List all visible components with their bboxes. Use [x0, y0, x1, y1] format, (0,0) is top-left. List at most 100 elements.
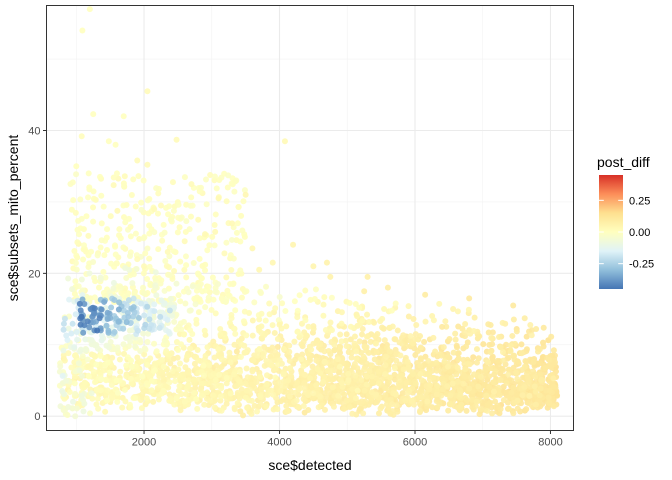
data-point	[490, 379, 497, 386]
data-point	[385, 379, 392, 386]
data-point	[94, 252, 101, 259]
data-point	[218, 295, 225, 302]
data-point	[188, 181, 195, 188]
data-point	[108, 260, 115, 267]
data-point	[132, 203, 139, 210]
data-point	[442, 318, 449, 325]
data-point	[117, 368, 124, 375]
data-point	[417, 362, 424, 369]
data-point	[291, 338, 298, 345]
data-point	[286, 342, 293, 349]
data-point	[144, 382, 151, 389]
data-point	[207, 171, 214, 178]
data-point	[204, 344, 211, 351]
data-point	[494, 357, 501, 364]
data-point	[79, 353, 86, 360]
data-point	[201, 401, 208, 408]
data-point	[280, 371, 287, 378]
data-point	[71, 373, 78, 380]
data-point	[155, 246, 162, 253]
data-point	[75, 360, 82, 367]
data-point	[141, 290, 148, 297]
data-point	[221, 250, 228, 257]
data-point	[276, 321, 283, 328]
data-point	[433, 359, 440, 366]
data-point	[432, 348, 439, 355]
data-point	[441, 358, 448, 365]
data-point	[111, 296, 118, 303]
data-point	[98, 337, 105, 344]
data-point	[65, 403, 72, 410]
data-point	[231, 188, 238, 195]
data-point	[250, 357, 257, 364]
data-point	[186, 336, 193, 343]
data-point	[229, 181, 236, 188]
data-point	[76, 367, 83, 374]
data-point	[185, 322, 192, 329]
grid-minor	[46, 5, 574, 431]
data-point	[150, 398, 157, 405]
data-point	[302, 371, 309, 378]
data-point	[377, 405, 384, 412]
data-point	[148, 387, 155, 394]
data-point	[72, 352, 79, 359]
data-point	[68, 330, 75, 337]
data-point	[164, 248, 171, 255]
data-point	[218, 385, 225, 392]
data-point	[140, 177, 147, 184]
data-point	[214, 280, 221, 287]
data-point	[65, 350, 72, 357]
data-point	[242, 380, 249, 387]
data-point	[119, 404, 126, 411]
data-point	[523, 333, 530, 340]
data-point	[122, 398, 129, 405]
data-point	[346, 404, 353, 410]
data-point	[86, 324, 93, 331]
data-point	[184, 353, 191, 360]
legend-tick-label: 0.25	[629, 195, 650, 207]
data-point	[524, 374, 531, 381]
data-point	[294, 307, 301, 314]
data-point	[228, 266, 235, 273]
data-point	[527, 321, 534, 328]
data-point	[125, 297, 132, 304]
data-point	[63, 332, 70, 339]
data-point	[473, 359, 480, 366]
data-point	[91, 305, 98, 312]
data-point	[487, 349, 494, 356]
data-points	[56, 6, 561, 420]
data-point	[143, 395, 150, 402]
data-point	[183, 385, 190, 392]
data-point	[111, 329, 118, 336]
data-point	[232, 307, 239, 314]
data-point	[532, 388, 539, 395]
data-point	[360, 353, 367, 360]
data-point	[212, 228, 219, 235]
data-point	[211, 173, 218, 180]
data-point	[171, 401, 178, 408]
data-point	[417, 344, 424, 351]
data-point	[71, 248, 78, 255]
data-point	[356, 338, 363, 345]
data-point	[375, 368, 382, 375]
data-point	[59, 388, 66, 395]
data-point	[234, 389, 241, 396]
data-point	[128, 192, 135, 199]
data-point	[144, 303, 151, 310]
data-point	[321, 358, 328, 365]
data-point	[86, 186, 93, 193]
data-point	[521, 363, 528, 370]
data-point	[510, 399, 517, 406]
data-point	[185, 369, 192, 376]
data-point	[525, 379, 532, 386]
data-point	[170, 248, 177, 255]
data-point	[537, 360, 544, 367]
data-point	[266, 300, 273, 307]
data-point	[519, 392, 526, 399]
data-point	[73, 266, 80, 273]
data-point	[185, 377, 192, 384]
data-point	[198, 380, 205, 387]
data-point	[295, 404, 302, 410]
data-point	[191, 376, 198, 383]
data-point	[352, 301, 359, 308]
